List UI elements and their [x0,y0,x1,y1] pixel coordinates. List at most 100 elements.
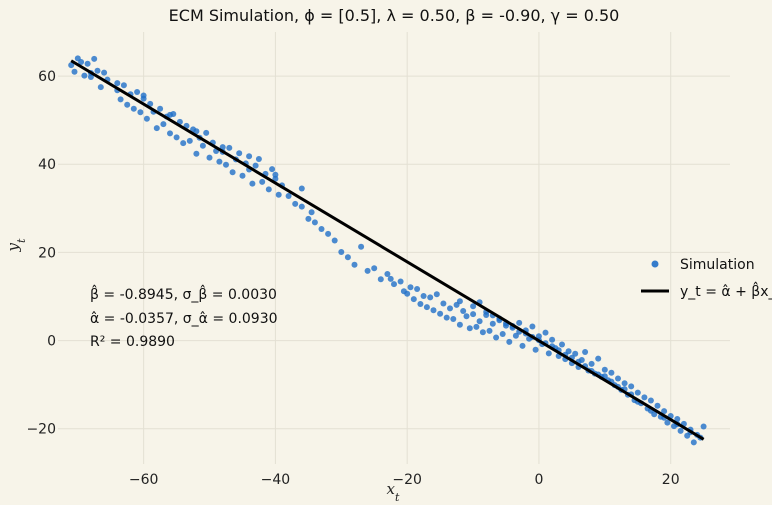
scatter-point [377,276,384,283]
scatter-point [325,230,332,237]
scatter-point [608,369,615,376]
scatter-point [397,278,404,285]
scatter-point [466,325,473,332]
scatter-point [71,68,78,75]
scatter-point [173,134,180,141]
scatter-point [344,254,351,261]
scatter-point [81,72,88,79]
scatter-point [545,350,552,357]
scatter-point [219,144,226,151]
x-tick-labels: −60 −40 −20 0 20 [129,472,680,488]
scatter-point [473,323,480,330]
scatter-point [621,380,628,387]
scatter-point [193,150,200,157]
scatter-point [167,130,173,137]
y-tick-label: 20 [38,245,56,261]
scatter-point [364,267,371,274]
x-tick-label: 0 [534,472,543,488]
scatter-point [147,100,154,107]
scatter-point [101,69,108,76]
scatter-point [384,271,391,277]
scatter-point [634,389,641,396]
scatter-point [68,62,75,69]
scatter-point [199,142,206,149]
scatter-point [91,55,98,62]
scatter-point [628,383,635,390]
scatter-point [661,408,668,415]
y-tick-label: 0 [47,334,56,350]
scatter-point [167,111,173,118]
scatter-point [160,121,167,128]
scatter-point [78,59,85,65]
scatter-point [456,298,463,305]
scatter-point [532,346,539,353]
scatter-point [298,203,305,210]
scatter-point [654,402,661,409]
scatter-point [130,105,137,112]
scatter-point [677,427,684,434]
scatter-point [430,307,437,314]
scatter-point [143,115,150,122]
grid-lines [58,32,730,464]
scatter-point [265,186,272,193]
legend: Simulation y_t = α̂ + β̂x_t [641,257,772,300]
scatter-point [338,249,345,255]
scatter-point [134,89,141,95]
x-tick-label: −40 [261,472,291,488]
scatter-point [331,237,338,244]
scatter-point [410,296,417,303]
scatter-point [417,301,424,307]
scatter-point [117,96,124,103]
scatter-point [674,416,681,422]
scatter-point [246,153,253,160]
y-tick-label: 60 [38,69,56,85]
scatter-point [440,300,447,307]
legend-marker-simulation [651,260,659,268]
scatter-point [269,166,276,173]
scatter-point [456,321,463,328]
scatter-point [447,305,453,312]
scatter-point [229,169,236,176]
scatter-point [437,310,444,317]
scatter-point [479,329,486,336]
scatter-point [641,394,648,401]
scatter-point [298,185,305,192]
scatter-point [180,140,187,147]
scatter-point [512,332,519,339]
y-tick-labels: −20 0 20 40 60 [26,69,56,438]
scatter-point [120,82,127,89]
scatter-point [239,172,246,179]
scatter-point [460,308,467,314]
scatter-point [259,178,266,185]
scatter-point [351,261,358,268]
scatter-point [404,290,411,297]
scatter-point [582,349,589,355]
scatter-point [308,209,315,216]
scatter-point [97,84,104,91]
chart-title: ECM Simulation, ϕ = [0.5], λ = 0.50, β =… [169,6,620,25]
y-tick-label: 40 [38,157,56,173]
scatter-point [249,180,256,187]
legend-label-fit: y_t = α̂ + β̂x_t [680,281,772,300]
scatter-point [236,150,243,157]
scatter-point [226,144,233,151]
scatter-point [272,171,279,178]
scatter-point [516,319,523,326]
scatter-point [423,304,430,311]
alpha-stat: α̂ = -0.0357, σ_α̂ = 0.0930 [90,311,278,327]
scatter-point [463,313,470,320]
scatter-point [690,439,697,446]
beta-stat: β̂ = -0.8945, σ_β̂ = 0.0030 [90,284,277,303]
scatter-point [572,350,579,357]
scatter-point [371,265,378,272]
scatter-point [391,281,397,288]
scatter-point [542,329,549,336]
scatter-point [486,327,493,334]
scatter-point [255,156,262,162]
scatter-point [203,129,210,136]
scatter-point [420,293,427,299]
scatter-point [476,318,483,325]
scatter-point [193,128,200,135]
scatter-point [427,294,434,301]
scatter-point [664,419,671,426]
